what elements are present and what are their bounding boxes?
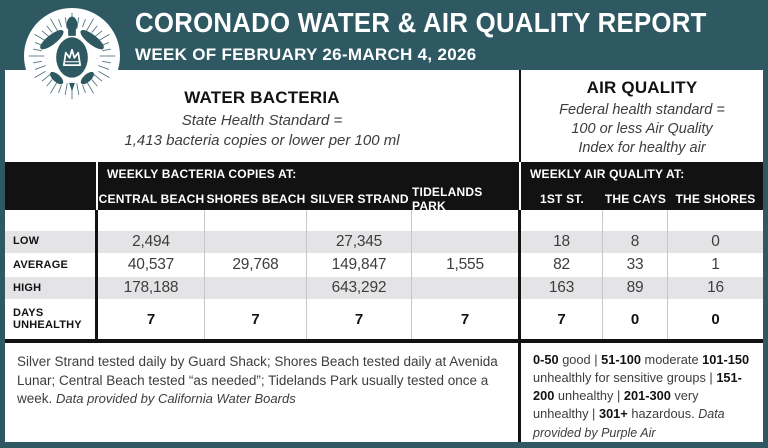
aqi-label: hazardous.: [631, 406, 695, 422]
aqi-label: good |: [562, 352, 598, 368]
air-data-source: Data provided by Purple Air: [533, 407, 725, 440]
air-quality-scale: 0-50 good | 51-100 moderate 101-150 unhe…: [521, 343, 763, 442]
cell-high-tidelands-park: [412, 277, 521, 300]
report-card: WATER BACTERIA State Health Standard = 1…: [5, 70, 763, 443]
row-label: HIGH: [5, 277, 98, 300]
cell-days-the-shores: 0: [711, 310, 720, 328]
cell-days-the-cays: 0: [603, 299, 668, 340]
table-header: WEEKLY BACTERIA COPIES AT: WEEKLY AIR QU…: [5, 161, 763, 214]
crown-icon: [62, 48, 82, 66]
cell-low-the-shores: 0: [711, 232, 720, 250]
column-header-row: CENTRAL BEACH SHORES BEACH SILVER STRAND…: [5, 185, 763, 214]
aqi-range: 51-100: [601, 352, 641, 368]
cell-low-central-beach: 2,494: [98, 230, 205, 253]
col-header-central-beach: CENTRAL BEACH: [98, 192, 205, 207]
water-note-text: Silver Strand tested daily by Guard Shac…: [17, 354, 498, 406]
footer-section: Silver Strand tested daily by Guard Shac…: [5, 343, 763, 443]
cell-high-1st-st: 163: [521, 277, 603, 300]
cell-high-shores-beach: [205, 277, 307, 300]
cell-days-1st-st: 7: [521, 299, 603, 340]
table-row-days-unhealthy: DAYS UNHEALTHY 7 7 7 7 7 0 0: [5, 299, 763, 340]
cell-high-central-beach: 178,188: [98, 277, 205, 300]
sea-turtle-crown-icon: [24, 8, 120, 104]
aqi-label: unhealthy |: [557, 388, 621, 404]
row-label-header-spacer: [5, 185, 98, 214]
cell-avg-the-shores: 1: [711, 255, 720, 273]
cell-low-shores-beach: [205, 230, 307, 253]
cell-days-silver-strand: 7: [307, 299, 412, 340]
row-label: AVERAGE: [5, 252, 98, 278]
report-week-subtitle: WEEK OF FEBRUARY 26-MARCH 4, 2026: [135, 45, 477, 64]
table-row-average: AVERAGE 40,537 29,768 149,847 1,555 82 3…: [5, 252, 763, 278]
water-section-title: WATER BACTERIA: [184, 88, 340, 107]
cell-avg-1st-st: 82: [521, 252, 603, 278]
cell-avg-silver-strand: 149,847: [307, 252, 412, 278]
air-section-title: AIR QUALITY: [586, 78, 698, 97]
cell-avg-shores-beach: 29,768: [205, 252, 307, 278]
table-row-empty: [5, 210, 763, 231]
cell-high-the-cays: 89: [603, 277, 668, 300]
col-header-the-cays: THE CAYS: [604, 192, 667, 207]
cell-days-tidelands-park: 7: [412, 299, 521, 340]
col-header-shores-beach: SHORES BEACH: [206, 192, 306, 207]
cell-low-silver-strand: 27,345: [307, 230, 412, 253]
cell-low-the-cays: 8: [603, 230, 668, 253]
cell-avg-the-cays: 33: [603, 252, 668, 278]
cell-high-silver-strand: 643,292: [307, 277, 412, 300]
water-testing-note: Silver Strand tested daily by Guard Shac…: [5, 343, 521, 443]
aqi-label: unhealthly for sensitive groups |: [533, 370, 713, 386]
intro-section: WATER BACTERIA State Health Standard = 1…: [5, 70, 763, 162]
table-row-low: LOW 2,494 27,345 18 8 0: [5, 230, 763, 253]
aqi-range: 301+: [598, 406, 628, 422]
water-group-header: WEEKLY BACTERIA COPIES AT:: [98, 161, 521, 186]
cell-avg-central-beach: 40,537: [98, 252, 205, 278]
group-header-row: WEEKLY BACTERIA COPIES AT: WEEKLY AIR QU…: [5, 161, 763, 186]
cell-high-the-shores: 16: [707, 279, 724, 297]
air-group-header: WEEKLY AIR QUALITY AT:: [530, 166, 685, 181]
cell-low-tidelands-park: [412, 230, 521, 253]
turtle-logo: [24, 8, 120, 104]
aqi-label: moderate: [644, 352, 699, 368]
water-bacteria-intro: WATER BACTERIA State Health Standard = 1…: [5, 70, 521, 162]
water-standard-text: State Health Standard = 1,413 bacteria c…: [124, 112, 400, 149]
aqi-range: 0-50: [533, 352, 559, 368]
col-header-tidelands-park: TIDELANDS PARK: [412, 185, 521, 214]
row-label: DAYS UNHEALTHY: [5, 299, 98, 340]
col-header-the-shores: THE SHORES: [675, 192, 756, 207]
row-label-header-spacer: [5, 161, 98, 186]
table-row-high: HIGH 178,188 643,292 163 89 16: [5, 277, 763, 300]
aqi-range: 201-300: [623, 388, 671, 404]
report-header: CORONADO WATER & AIR QUALITY REPORT WEEK…: [135, 7, 760, 65]
col-header-silver-strand: SILVER STRAND: [310, 192, 409, 207]
aqi-label: very unhealthy |: [533, 388, 699, 422]
page-title: CORONADO WATER & AIR QUALITY REPORT: [135, 7, 707, 38]
cell-low-1st-st: 18: [521, 230, 603, 253]
air-quality-intro: AIR QUALITY Federal health standard = 10…: [521, 70, 763, 162]
aqi-range: 101-150: [702, 352, 750, 368]
cell-avg-tidelands-park: 1,555: [412, 252, 521, 278]
cell-days-central-beach: 7: [98, 299, 205, 340]
water-data-source: Data provided by California Water Boards: [56, 390, 296, 406]
cell-days-shores-beach: 7: [205, 299, 307, 340]
aqi-range: 151-200: [533, 370, 742, 404]
col-header-1st-st: 1ST ST.: [539, 192, 585, 207]
row-label: LOW: [5, 230, 98, 253]
table-bottom-rule: [5, 339, 763, 344]
air-standard-text: Federal health standard = 100 or less Ai…: [559, 102, 725, 157]
